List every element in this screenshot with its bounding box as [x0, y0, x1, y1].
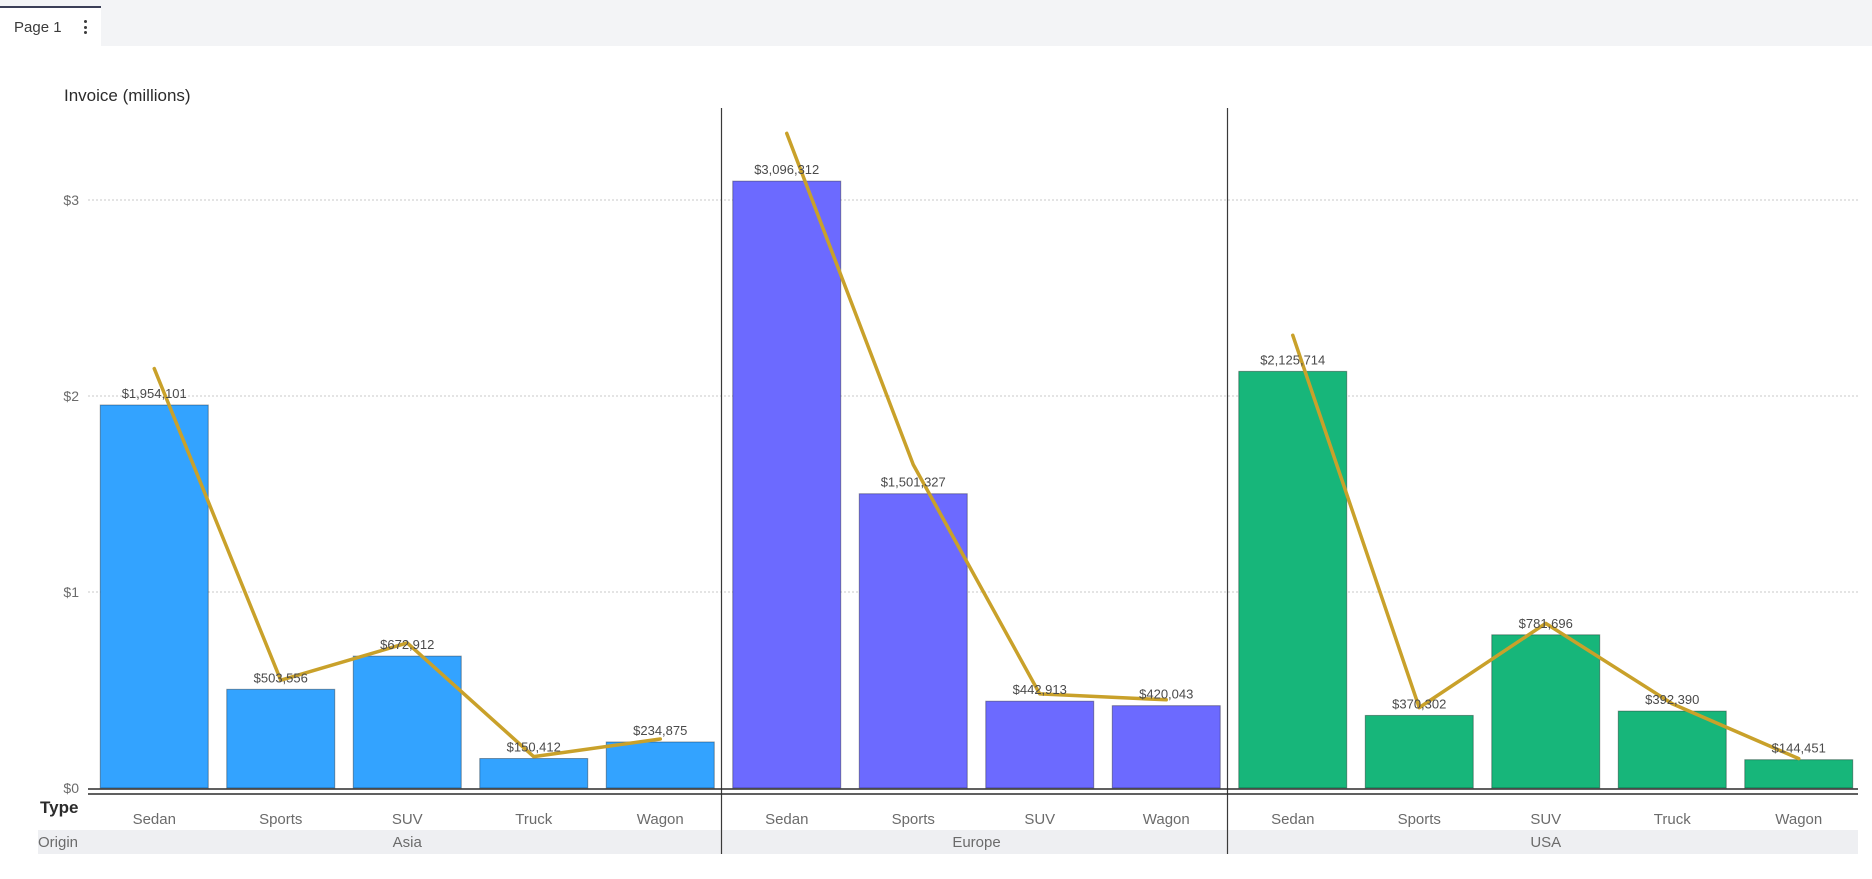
y-tick-label: $2: [63, 388, 79, 404]
bar-usa-truck: [1617, 710, 1727, 789]
x-tick-label: Sedan: [765, 811, 808, 828]
bar-asia-truck: [479, 758, 589, 789]
data-label: $672,912: [380, 637, 434, 652]
group-dividers: [720, 108, 1229, 854]
trend-line-europe: [785, 131, 1168, 702]
data-label: $503,556: [254, 670, 308, 685]
data-label: $150,412: [507, 740, 561, 755]
x-axis-title: Type: [40, 798, 78, 817]
x-tick-label: SUV: [1024, 811, 1055, 828]
data-label: $442,913: [1013, 682, 1067, 697]
x-tick-label: Sports: [259, 811, 302, 828]
group-label: Asia: [393, 834, 423, 851]
data-label: $3,096,312: [754, 162, 819, 177]
data-label: $392,390: [1645, 692, 1699, 707]
data-label: $781,696: [1519, 616, 1573, 631]
y-tick-label: $1: [63, 584, 79, 600]
x-tick-label: Sports: [1398, 811, 1441, 828]
y-tick-label: $3: [63, 192, 79, 208]
x-tick-label: SUV: [1530, 811, 1561, 828]
x-tick-label: Truck: [1654, 811, 1691, 828]
tab-page-1-label: Page 1: [14, 18, 62, 36]
data-label: $420,043: [1139, 687, 1193, 702]
data-label: $1,501,327: [881, 475, 946, 490]
data-label: $234,875: [633, 723, 687, 738]
group-axis-title: Origin: [38, 834, 78, 851]
data-labels: $1,954,101 $503,556 $672,912 $150,412 $234,8…: [122, 162, 1826, 756]
bar-line-chart: $1,954,101 $503,556 $672,912 $150,412 $234,8…: [38, 86, 1858, 854]
x-tick-label: Wagon: [1775, 811, 1822, 828]
data-label: $370,302: [1392, 696, 1446, 711]
bar-usa-sedan: [1238, 370, 1348, 789]
bar-europe-suv: [985, 700, 1095, 789]
x-tick-label: Sports: [892, 811, 935, 828]
tab-page-1[interactable]: Page 1: [0, 6, 101, 46]
trend-line-usa: [1291, 333, 1801, 761]
bar-asia-suv: [352, 655, 462, 789]
bar-usa-sports: [1364, 714, 1474, 789]
x-tick-label: Wagon: [637, 811, 684, 828]
bar-asia-sedan: [99, 404, 209, 789]
chart-area: $1,954,101 $503,556 $672,912 $150,412 $234,8…: [0, 46, 1872, 874]
trend-line-asia: [152, 366, 662, 759]
bar-usa-wagon: [1744, 759, 1854, 789]
trend-lines: [152, 131, 1801, 761]
x-tick-label: Sedan: [1271, 811, 1314, 828]
axes: Invoice (millions) Type $0 $1 $2 $3 Origin Se…: [38, 86, 1858, 851]
bar-europe-sedan: [732, 180, 842, 789]
data-label: $1,954,101: [122, 386, 187, 401]
bar-usa-suv: [1491, 634, 1601, 789]
data-label: $144,451: [1772, 741, 1826, 756]
y-tick-label: $0: [63, 780, 79, 796]
report-tab-bar: Page 1: [0, 0, 1872, 46]
x-tick-label: Sedan: [133, 811, 176, 828]
origin-band: [38, 830, 1858, 854]
group-label: USA: [1530, 834, 1561, 851]
bar-asia-wagon: [605, 741, 715, 789]
more-options-icon[interactable]: [80, 19, 92, 35]
bar-europe-sports: [858, 493, 968, 789]
gridlines: [38, 199, 1858, 854]
bar-asia-sports: [226, 688, 336, 789]
x-tick-label: Truck: [515, 811, 552, 828]
bar-europe-wagon: [1111, 705, 1221, 789]
x-tick-label: Wagon: [1143, 811, 1190, 828]
group-label: Europe: [952, 834, 1000, 851]
bars: [99, 180, 1854, 789]
data-label: $2,125,714: [1260, 352, 1325, 367]
x-tick-label: SUV: [392, 811, 423, 828]
chart-title: Invoice (millions): [64, 86, 191, 105]
